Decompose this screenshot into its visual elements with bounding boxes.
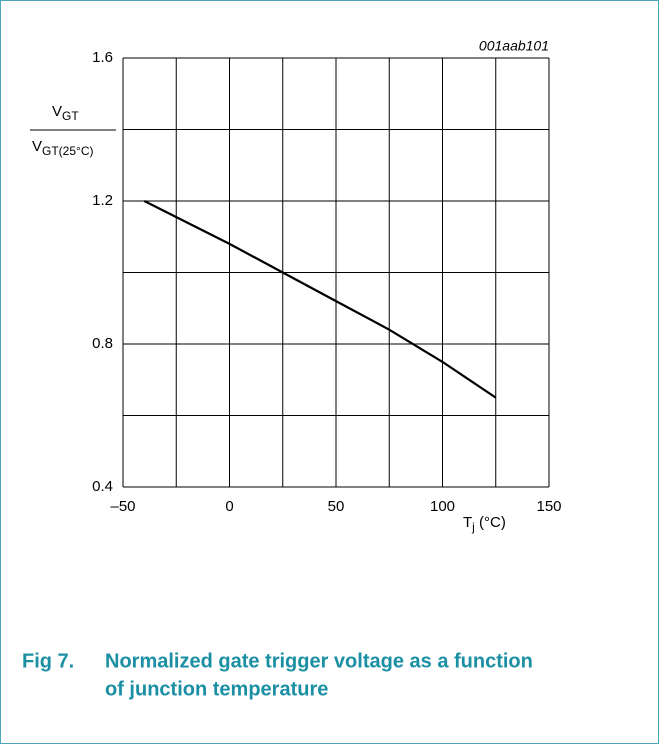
x-tick-label: –50 [110, 498, 135, 515]
x-tick-label: 150 [536, 498, 561, 515]
caption-line: Normalized gate trigger voltage as a fun… [105, 650, 533, 672]
x-label-sub: j [471, 520, 475, 534]
data-line [143, 200, 497, 399]
y-label-main: V [52, 103, 62, 120]
x-tick-label: 50 [328, 498, 345, 515]
chart-title: 001aab101 [479, 38, 549, 54]
y-label-sub: GT(25°C) [42, 144, 93, 158]
y-tick-label: 1.2 [92, 192, 113, 209]
y-label-main: V [32, 138, 42, 155]
y-tick-label: 0.4 [92, 478, 113, 495]
y-tick-label: 1.6 [92, 49, 113, 66]
x-tick-label: 0 [225, 498, 233, 515]
caption-line: of junction temperature [105, 678, 328, 700]
x-label-main: T [463, 514, 472, 531]
y-label-denominator: VGT(25°C) [32, 138, 93, 158]
y-label-sub: GT [62, 109, 79, 123]
caption-number: Fig 7. [22, 650, 74, 672]
y-tick-label: 0.8 [92, 335, 113, 352]
x-label-unit: (°C) [475, 514, 506, 531]
x-label: Tj (°C) [463, 514, 506, 534]
x-tick-label: 100 [430, 498, 455, 515]
y-label-numerator: VGT [52, 103, 79, 123]
